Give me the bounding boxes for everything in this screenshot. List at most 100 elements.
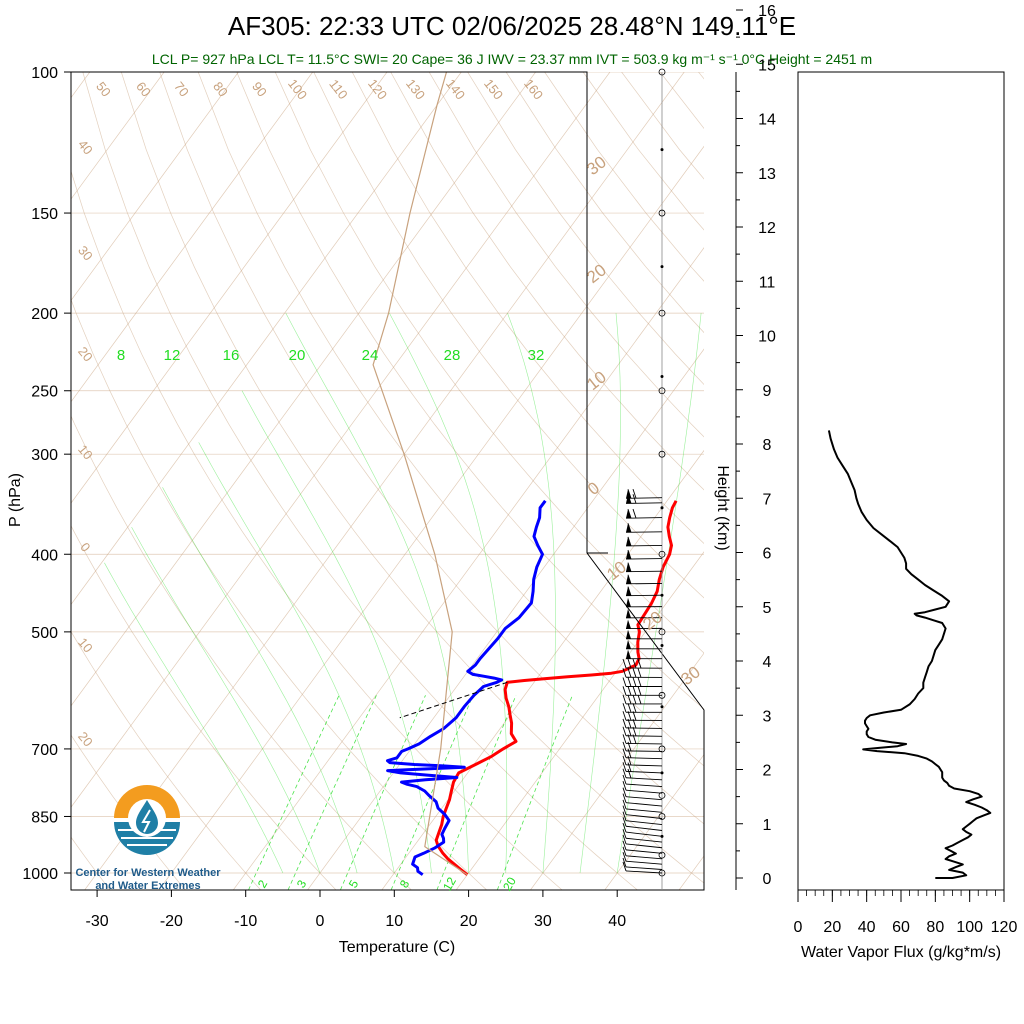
wind-barb [625,608,663,619]
wind-barb-feather [622,817,627,827]
height-tick-label: 12 [758,220,776,237]
wind-barb-shaft [625,777,663,781]
height-tick-label: 13 [758,166,776,183]
wind-barb [622,861,663,874]
height-axis-label: Height (Km) [714,465,731,550]
height-tick-label: 1 [763,817,772,834]
isotherm-label: 70 [171,79,192,100]
y-tick-label: 100 [31,65,58,82]
x-tick-label: -20 [160,913,183,930]
isotherm-line [71,72,314,403]
wind-barb [622,787,663,801]
wind-barb [625,494,663,504]
wind-barb-flag [626,608,631,618]
mixing-ratio-label: 16 [223,347,240,364]
dry-adiabat-line [71,524,337,890]
flux-tick-label: 120 [991,919,1018,936]
height-tick-label: 15 [758,57,776,74]
wind-barb-shaft [625,502,663,504]
wind-barb-feather [622,857,627,868]
wind-barb-feather [622,734,627,744]
wind-barb-feather [622,805,627,815]
wind-barb-shaft [625,764,663,767]
moist-adiabat-line [131,526,321,874]
calm-marker-icon [658,791,666,799]
wind-barb-flag [626,562,631,572]
wind-barb-feather [632,711,637,721]
calm-marker-icon [658,851,666,859]
height-tick-label: 3 [763,708,772,725]
flux-tick-label: 100 [956,919,983,936]
wind-barb-flag [626,639,631,649]
dry-adiabat-line [390,72,704,491]
wind-barb-feather [622,703,627,713]
wind-barb-feather [622,755,627,765]
dry-adiabat-line [120,72,704,884]
level-dot-icon [660,265,664,269]
wind-barb-shaft [625,808,663,813]
wind-barb-feather [622,694,627,705]
wind-barb-feather [627,668,632,678]
wind-barb-feather [637,686,642,696]
isotherm-line [71,72,165,200]
mixing-ratio-label: 2 [255,877,271,890]
wind-barb-feather [627,574,632,584]
wind-barb [622,829,663,843]
skewt-series [372,72,678,876]
wind-barb-feather [622,748,627,758]
level-dot-icon [660,506,664,510]
wind-barb [622,711,663,721]
moist-adiabat-line [579,313,621,874]
y-tick-label: 850 [31,809,58,826]
wind-barb-feather [627,768,632,779]
isotherm-line [530,652,704,890]
x-tick-label: -30 [86,913,109,930]
adiabat-label: 40 [75,137,96,158]
wind-barb-shaft [625,742,663,745]
wind-barb-feather [622,726,627,736]
wind-barbs [622,68,666,890]
wind-barb-feather [627,694,632,705]
temperature-profile-line [434,500,678,876]
wind-barb-shaft [625,757,663,760]
dry-adiabat-line [544,72,704,282]
wind-barb-flag [626,586,631,596]
isotherm-line [158,145,704,890]
mixing-ratio-label: 12 [164,347,181,364]
mixing-ratio-label: 32 [528,347,545,364]
isotherm-line [753,72,1024,890]
dry-adiabat-line [159,72,704,825]
y-tick-label: 200 [31,306,58,323]
calm-marker-icon [658,387,666,395]
isotherm-label: 60 [133,79,154,100]
isotherm-label: 160 [521,76,546,102]
wind-barb-feather [632,694,637,705]
wind-barb-feather [622,793,627,803]
wind-barb [622,817,663,831]
dry-adiabat-line [236,72,704,710]
dry-adiabat-line [71,298,487,890]
height-tick-label: 6 [763,546,772,563]
wind-barb-feather [622,822,627,833]
wind-barb [626,639,662,650]
dry-adiabat-line [428,72,704,438]
mixing-ratio-label: 5 [346,877,362,890]
parcel-profile-line [372,72,468,876]
flux-tick-label: 20 [823,919,841,936]
wind-barb-flag [626,649,631,659]
dry-adiabat-line [82,72,638,890]
y-tick-label: 150 [31,206,58,223]
calm-marker-icon [658,550,666,558]
moist-adiabat-line [162,487,358,874]
wind-barb [622,748,663,760]
wind-barb [622,677,662,687]
dry-adiabat-line [467,72,704,386]
isotherm-label: 100 [285,76,310,102]
wind-barb [622,703,662,713]
skewt-grid [71,72,1024,890]
y-tick-label: 500 [31,625,58,642]
wind-barb [625,562,663,573]
wind-barb-feather [627,658,632,669]
